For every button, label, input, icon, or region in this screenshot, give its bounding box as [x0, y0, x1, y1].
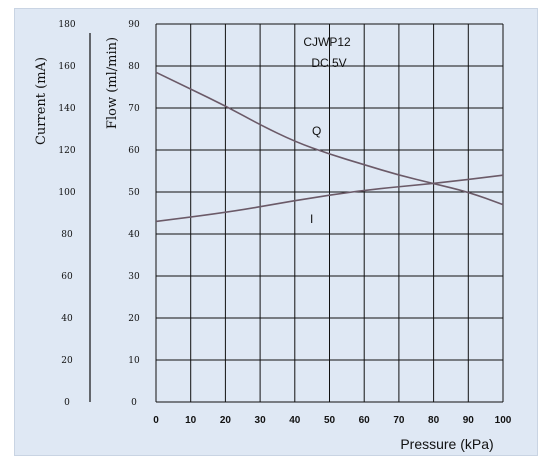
x-axis-title: Pressure (kPa)	[400, 436, 493, 452]
flow-tick-label: 10	[128, 356, 140, 366]
x-tick-label: 60	[359, 415, 371, 426]
current-axis-title: Current (mA)	[34, 57, 49, 145]
x-tick-label: 0	[153, 415, 159, 426]
current-tick-label: 120	[58, 146, 75, 156]
x-tick-label: 10	[185, 415, 197, 426]
current-tick-label: 140	[58, 104, 75, 114]
flow-tick-label: 50	[128, 188, 140, 198]
x-tick-label: 80	[428, 415, 440, 426]
current-tick-label: 180	[58, 20, 75, 30]
flow-tick-label: 80	[128, 62, 140, 72]
current-tick-label: 40	[61, 314, 73, 324]
flow-tick-label: 60	[128, 146, 140, 156]
x-tick-label: 70	[393, 415, 405, 426]
x-tick-label: 30	[255, 415, 267, 426]
x-tick-label: 50	[324, 415, 336, 426]
current-tick-label: 0	[64, 398, 70, 408]
flow-tick-label: 0	[131, 398, 137, 408]
x-tick-label: 100	[495, 415, 512, 426]
current-tick-label: 100	[58, 188, 75, 198]
tick-labels: 0 10 20 30 40 50 60 70 80 90 100 0 10 20 30 40 50 60 70 80 9…	[58, 20, 511, 426]
flow-tick-label: 40	[128, 230, 140, 240]
current-tick-label: 60	[61, 272, 73, 282]
series-label-i: I	[310, 212, 313, 226]
chart-annotation-model: CJWP12	[303, 35, 351, 49]
series-lines	[155, 71, 504, 223]
series-line-q	[155, 71, 504, 206]
flow-tick-label: 90	[128, 20, 140, 30]
current-tick-label: 160	[58, 62, 75, 72]
pump-performance-chart: 0 10 20 30 40 50 60 70 80 90 100 0 10 20 30 40 50 60 70 80 9…	[34, 20, 512, 452]
series-label-q: Q	[312, 124, 321, 138]
flow-tick-label: 30	[128, 272, 140, 282]
x-tick-label: 20	[220, 415, 232, 426]
current-tick-label: 20	[61, 356, 73, 366]
chart-annotation-voltage: DC 5V	[311, 56, 346, 70]
x-tick-label: 40	[289, 415, 301, 426]
grid	[155, 23, 504, 403]
flow-axis-title: Flow (ml/min)	[105, 37, 120, 129]
current-tick-label: 80	[61, 230, 73, 240]
chart-panel: 0 10 20 30 40 50 60 70 80 90 100 0 10 20 30 40 50 60 70 80 9…	[14, 8, 538, 456]
x-tick-label: 90	[463, 415, 475, 426]
series-line-i	[155, 174, 504, 223]
flow-tick-label: 70	[128, 104, 140, 114]
flow-tick-label: 20	[128, 314, 140, 324]
